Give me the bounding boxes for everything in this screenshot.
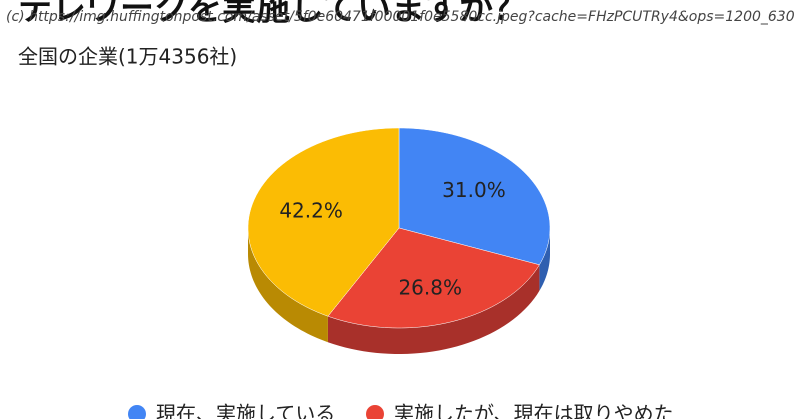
watermark: (c) https://img.huffingtonpost.com/asset… xyxy=(6,9,795,25)
slice xyxy=(327,227,540,329)
value-label: 31.0% xyxy=(442,178,506,202)
slice xyxy=(247,127,400,317)
chart-subtitle: 全国の企業(1万4356社) xyxy=(18,45,237,69)
legend-label: 現在、実施している xyxy=(156,402,335,419)
value-label: 42.2% xyxy=(279,199,343,223)
legend-marker xyxy=(366,405,384,419)
value-label: 26.8% xyxy=(398,276,462,300)
slice-side xyxy=(539,228,550,291)
slice-side xyxy=(327,264,540,354)
slice xyxy=(398,127,551,266)
legend-marker xyxy=(128,405,146,419)
chart-title: テレワークを実施していますか？ xyxy=(18,0,527,29)
legend: 現在、実施している 実施したが、現在は取りやめた xyxy=(128,402,674,419)
legend-label: 実施したが、現在は取りやめた xyxy=(394,402,674,419)
slice-side xyxy=(248,228,328,343)
pie: 31.0% 26.8% 42.2% xyxy=(247,127,551,354)
